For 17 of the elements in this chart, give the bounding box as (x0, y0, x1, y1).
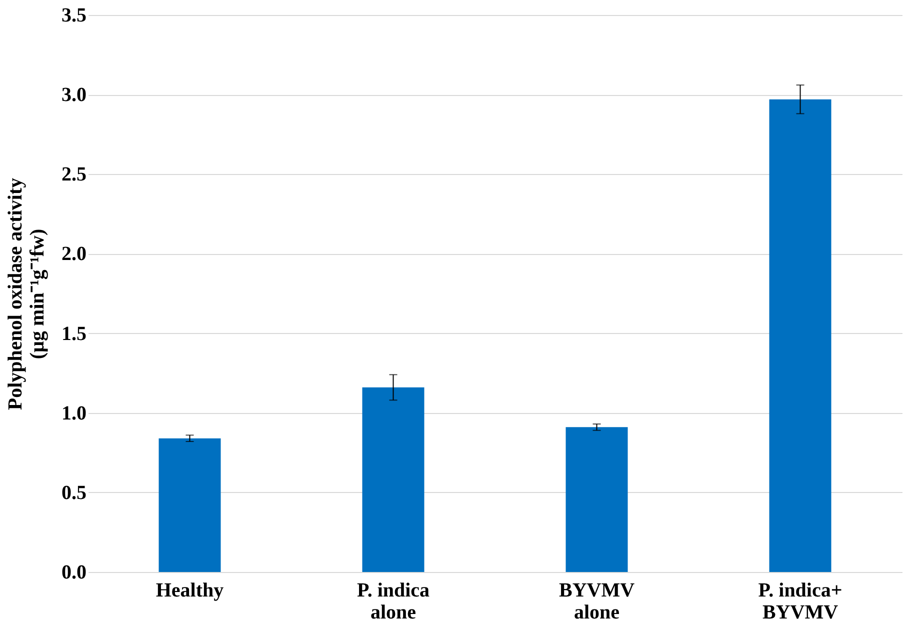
y-tick-label: 1.5 (62, 322, 86, 345)
bar (769, 99, 832, 572)
y-tick-label: 1.0 (62, 402, 86, 424)
bar (566, 427, 628, 572)
y-tick-label: 0.0 (62, 562, 86, 584)
y-tick-label: 3.0 (62, 84, 86, 106)
x-tick-label: BYVMV alone (558, 580, 636, 624)
x-tick-label: P. indica+ BYVMV (758, 580, 842, 624)
y-tick-label: 2.0 (62, 243, 86, 266)
y-axis-title: Polyphenol oxidase activity (µg min⁻¹g⁻¹fw) (4, 178, 48, 410)
y-tick-label: 2.5 (62, 164, 86, 186)
y-tick-label: 3.5 (62, 4, 86, 26)
y-tick-label: 0.5 (62, 482, 86, 504)
x-tick-label: P. indica alone (356, 580, 430, 624)
bar (158, 438, 221, 572)
bar (362, 387, 424, 572)
x-tick-label: Healthy (156, 580, 224, 602)
